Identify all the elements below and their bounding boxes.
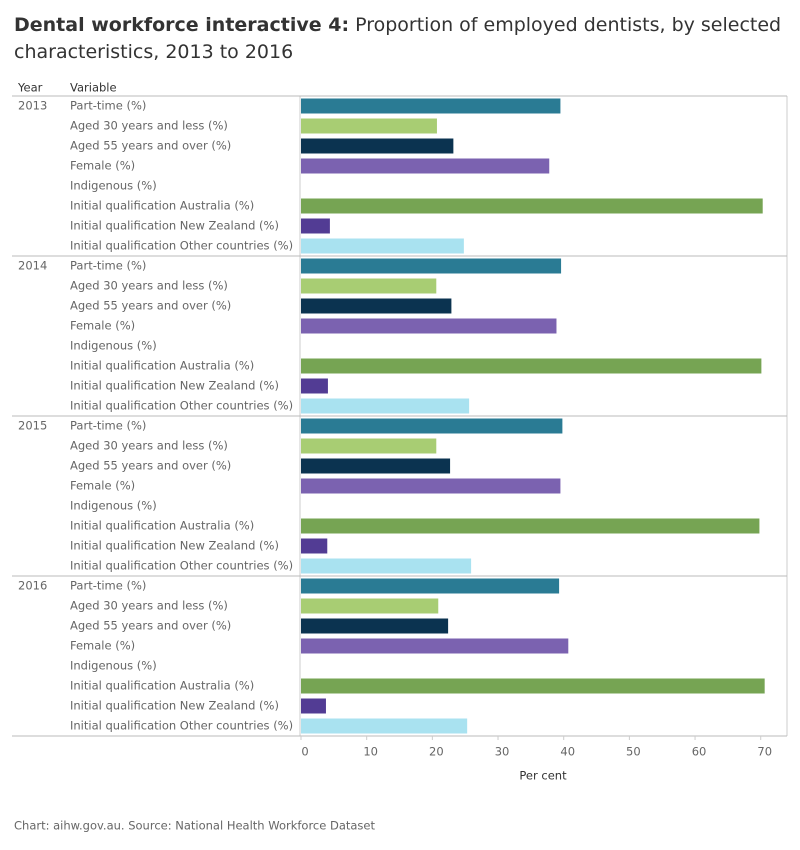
bar: [301, 98, 561, 114]
x-tick-label: 30: [495, 745, 510, 759]
bar: [301, 398, 470, 414]
category-label: Initial qualification Other countries (%…: [70, 239, 293, 253]
x-tick-label: 60: [692, 745, 707, 759]
bar: [301, 578, 560, 594]
category-label: Initial qualification Australia (%): [70, 679, 254, 693]
bar: [301, 278, 437, 294]
category-label: Initial qualification New Zealand (%): [70, 539, 279, 553]
category-label: Initial qualification New Zealand (%): [70, 379, 279, 393]
title-text: Proportion of employed dentists, by sele…: [14, 14, 782, 63]
bar: [301, 118, 437, 134]
bar: [301, 678, 765, 694]
source: Chart: aihw.gov.au. Source: National Hea…: [14, 819, 376, 833]
column-header: Year: [17, 81, 43, 95]
category-label: Initial qualification Other countries (%…: [70, 559, 293, 573]
category-label: Aged 30 years and less (%): [70, 599, 228, 613]
bar: [301, 238, 464, 254]
x-tick-label: 0: [301, 745, 308, 759]
x-tick-label: 50: [626, 745, 641, 759]
category-label: Aged 30 years and less (%): [70, 119, 228, 133]
x-tick-label: 70: [757, 745, 772, 759]
bar: [301, 378, 328, 394]
bar: [301, 598, 439, 614]
category-label: Female (%): [70, 479, 135, 493]
x-axis-label: Per cent: [519, 769, 567, 783]
category-label: Indigenous (%): [70, 659, 157, 673]
category-label: Female (%): [70, 639, 135, 653]
category-label: Female (%): [70, 319, 135, 333]
category-label: Initial qualification New Zealand (%): [70, 699, 279, 713]
bar: [301, 478, 561, 494]
category-label: Aged 30 years and less (%): [70, 279, 228, 293]
bar: [301, 558, 472, 574]
bar: [301, 358, 762, 374]
bar: [301, 638, 569, 654]
category-label: Part-time (%): [70, 99, 146, 113]
chart-title: Dental workforce interactive 4: Proporti…: [14, 12, 784, 66]
bar: [301, 318, 557, 334]
category-label: Indigenous (%): [70, 499, 157, 513]
year-label: 2014: [18, 259, 47, 273]
bar: [301, 218, 330, 234]
category-label: Aged 55 years and over (%): [70, 459, 231, 473]
bar: [301, 458, 451, 474]
category-label: Indigenous (%): [70, 339, 157, 353]
category-label: Aged 55 years and over (%): [70, 299, 231, 313]
category-label: Initial qualification New Zealand (%): [70, 219, 279, 233]
bar: [301, 718, 468, 734]
bar: [301, 438, 437, 454]
category-label: Indigenous (%): [70, 179, 157, 193]
category-label: Aged 30 years and less (%): [70, 439, 228, 453]
bar: [301, 298, 452, 314]
category-label: Part-time (%): [70, 259, 146, 273]
bar: [301, 158, 550, 174]
bar: [301, 198, 763, 214]
category-label: Aged 55 years and over (%): [70, 619, 231, 633]
category-label: Female (%): [70, 159, 135, 173]
year-label: 2016: [18, 579, 47, 593]
category-label: Aged 55 years and over (%): [70, 139, 231, 153]
category-label: Initial qualification Other countries (%…: [70, 399, 293, 413]
bar: [301, 418, 563, 434]
x-tick-label: 10: [363, 745, 378, 759]
category-label: Part-time (%): [70, 579, 146, 593]
x-tick-label: 20: [429, 745, 444, 759]
category-label: Initial qualification Australia (%): [70, 199, 254, 213]
bar: [301, 518, 760, 534]
bar: [301, 618, 449, 634]
category-label: Part-time (%): [70, 419, 146, 433]
category-label: Initial qualification Other countries (%…: [70, 719, 293, 733]
title-bold: Dental workforce interactive 4:: [14, 14, 350, 36]
column-header: Variable: [70, 81, 117, 95]
bar: [301, 538, 328, 554]
category-label: Initial qualification Australia (%): [70, 519, 254, 533]
year-label: 2015: [18, 419, 47, 433]
bar: [301, 258, 562, 274]
x-tick-label: 40: [560, 745, 575, 759]
category-label: Initial qualification Australia (%): [70, 359, 254, 373]
year-label: 2013: [18, 99, 47, 113]
bar: [301, 698, 326, 714]
bar: [301, 138, 454, 154]
